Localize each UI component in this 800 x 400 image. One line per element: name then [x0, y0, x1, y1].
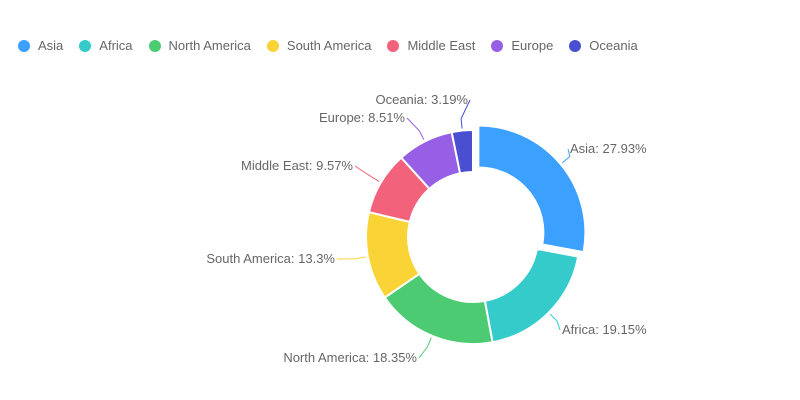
legend-item-asia[interactable]: Asia — [18, 38, 63, 53]
legend-item-oceania[interactable]: Oceania — [569, 38, 638, 53]
slice-oceania[interactable] — [450, 128, 474, 175]
leader-line-south-america — [336, 256, 366, 260]
legend-label: Oceania — [589, 38, 638, 53]
legend-label: Asia — [38, 38, 64, 53]
legend-marker — [79, 39, 92, 52]
data-label-africa: Africa: 19.15% — [562, 322, 647, 337]
leader-line-europe — [406, 117, 425, 140]
data-label-south-america: South America: 13.3% — [206, 251, 335, 266]
leader-line-north-america — [418, 337, 432, 359]
legend-marker — [491, 39, 504, 52]
leader-line-africa — [549, 313, 561, 331]
leader-line-oceania — [460, 99, 471, 129]
legend-label: Europe — [511, 38, 554, 53]
legend-marker — [387, 39, 400, 52]
legend-label: North America — [168, 38, 251, 53]
legend-item-europe[interactable]: Europe — [491, 38, 553, 53]
data-label-asia: Asia: 27.93% — [570, 141, 647, 156]
legend-item-africa[interactable]: Africa — [79, 38, 133, 53]
legend-label: South America — [286, 38, 372, 53]
legend-item-north-america[interactable]: North America — [148, 38, 251, 53]
leader-line-asia — [561, 148, 571, 164]
legend-item-middle-east[interactable]: Middle East — [387, 38, 475, 53]
legend-marker — [266, 39, 279, 52]
legend-marker — [18, 39, 30, 52]
legend-marker — [148, 39, 161, 52]
slice-asia[interactable] — [477, 124, 587, 254]
leader-line-middle-east — [354, 165, 380, 182]
legend-item-south-america[interactable]: South America — [266, 38, 372, 53]
legend-label: Africa — [99, 38, 133, 53]
data-label-north-america: North America: 18.35% — [283, 350, 417, 365]
legend-label: Middle East — [407, 38, 476, 53]
data-label-europe: Europe: 8.51% — [319, 110, 405, 125]
data-label-oceania: Oceania: 3.19% — [375, 92, 468, 107]
data-label-middle-east: Middle East: 9.57% — [241, 158, 353, 173]
legend-marker — [569, 39, 582, 52]
legend: Asia Africa North America South America … — [18, 38, 654, 53]
